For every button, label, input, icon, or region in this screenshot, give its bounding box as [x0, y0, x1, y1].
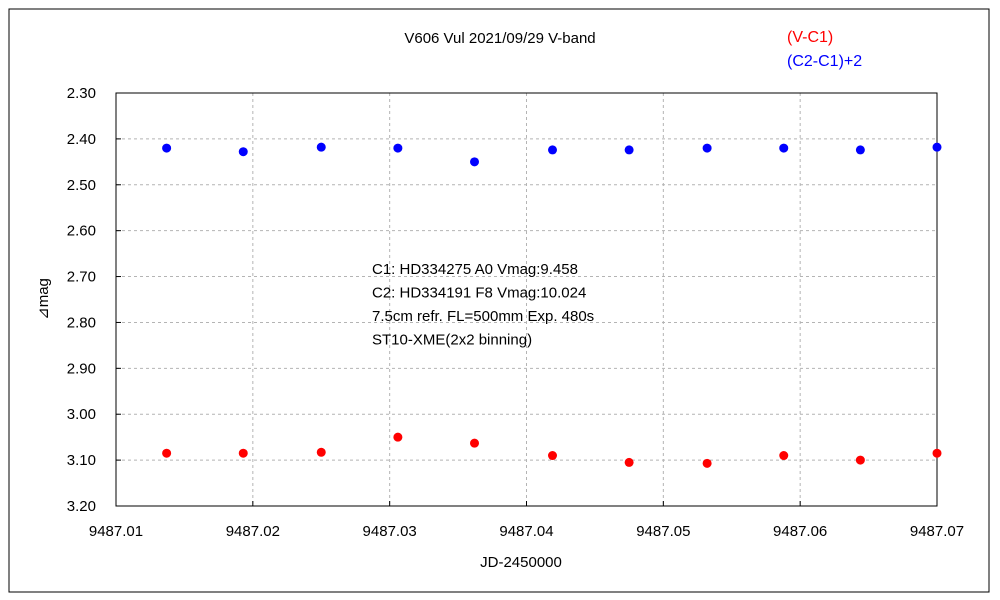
data-point-series-0 [779, 451, 789, 461]
x-tick-label: 9487.04 [499, 523, 553, 540]
data-point-series-1 [855, 145, 865, 155]
y-tick-label: 2.80 [67, 314, 96, 331]
y-tick-label: 2.70 [67, 269, 96, 286]
data-point-series-1 [470, 157, 480, 167]
data-point-series-1 [316, 142, 326, 152]
y-tick-label: 2.30 [67, 85, 96, 102]
data-point-series-0 [316, 447, 326, 457]
data-point-series-0 [470, 438, 480, 448]
data-point-series-1 [779, 143, 789, 153]
annotation-line: C2: HD334191 F8 Vmag:10.024 [372, 285, 586, 302]
y-axis: 2.30 2.40 2.50 2.60 2.70 2.80 2.90 3.00 3.10 3.20 [67, 85, 121, 515]
x-tick-label: 9487.03 [363, 523, 417, 540]
data-point-series-1 [624, 145, 634, 155]
annotations: C1: HD334275 A0 Vmag:9.458 C2: HD334191 F… [372, 261, 594, 349]
y-tick-label: 2.60 [67, 223, 96, 240]
data-point-series-0 [702, 458, 712, 468]
data-point-series-1 [393, 143, 403, 153]
data-point-series-1 [932, 142, 942, 152]
x-axis-title: JD-2450000 [480, 554, 562, 571]
data-point-series-0 [393, 432, 403, 442]
annotation-line: C1: HD334275 A0 Vmag:9.458 [372, 261, 578, 278]
x-tick-label: 9487.01 [89, 523, 143, 540]
x-axis: 9487.01 9487.02 9487.03 9487.04 9487.05 9487.… [89, 501, 964, 540]
data-point-series-0 [624, 457, 634, 467]
data-point-series-0 [547, 451, 557, 461]
data-point-series-1 [162, 143, 172, 153]
chart-frame [8, 8, 990, 593]
data-point-series-0 [162, 448, 172, 458]
y-tick-label: 2.40 [67, 131, 96, 148]
x-tick-label: 9487.06 [773, 523, 827, 540]
legend-entry-v-c1: (V-C1) [787, 29, 833, 46]
y-tick-label: 3.10 [67, 452, 96, 469]
data-point-series-0 [238, 448, 248, 458]
x-tick-label: 9487.07 [910, 523, 964, 540]
data-point-series-1 [702, 143, 712, 153]
data-points [162, 142, 942, 468]
data-point-series-0 [932, 448, 942, 458]
y-axis-title: ⊿mag [35, 278, 52, 320]
x-tick-label: 9487.02 [226, 523, 280, 540]
y-tick-label: 3.00 [67, 406, 96, 423]
data-point-series-0 [855, 455, 865, 465]
annotation-line: ST10-XME(2x2 binning) [372, 332, 532, 349]
legend-entry-c2-c1: (C2-C1)+2 [787, 53, 862, 70]
y-tick-label: 2.90 [67, 360, 96, 377]
chart-title: V606 Vul 2021/09/29 V-band [404, 30, 595, 47]
annotation-line: 7.5cm refr. FL=500mm Exp. 480s [372, 308, 594, 325]
y-tick-label: 2.50 [67, 177, 96, 194]
x-tick-label: 9487.05 [636, 523, 690, 540]
data-point-series-1 [238, 147, 248, 157]
y-tick-label: 3.20 [67, 498, 96, 515]
grid-lines [116, 93, 937, 506]
data-point-series-1 [547, 145, 557, 155]
